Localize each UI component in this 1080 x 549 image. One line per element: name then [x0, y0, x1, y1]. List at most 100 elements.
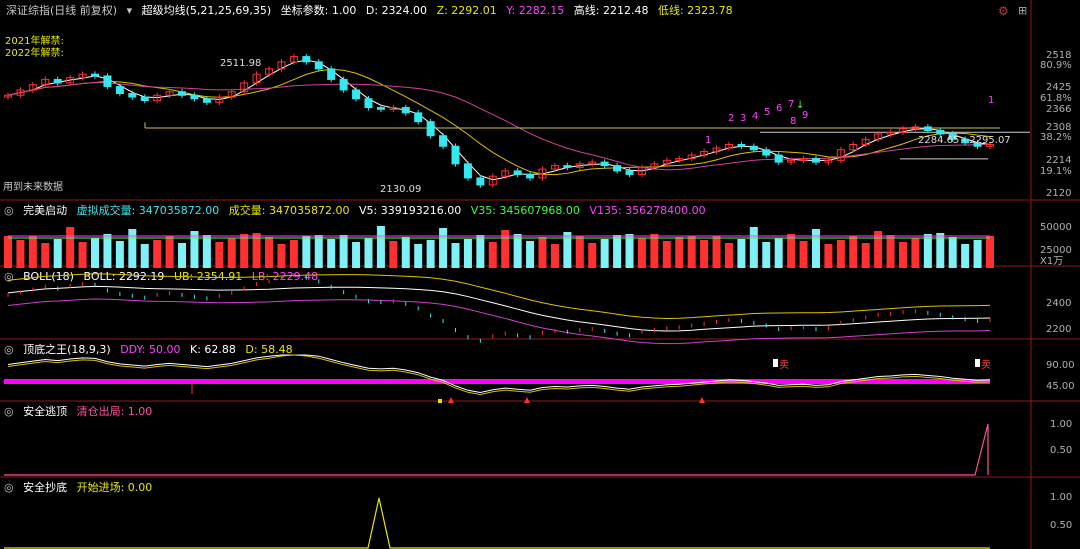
volume-bar — [811, 229, 820, 268]
candle-body — [4, 94, 12, 98]
chevron-down-icon[interactable]: ▾ — [126, 4, 133, 17]
ub-value: UB: 2354.91 — [173, 270, 243, 283]
volume-bar — [165, 236, 174, 268]
bottom-title[interactable]: 安全抄底 — [23, 481, 68, 494]
candle-body — [66, 77, 75, 84]
escape-line — [4, 423, 989, 476]
lb-value: LB: 2229.48 — [251, 270, 319, 283]
buy-triangle-icon — [524, 397, 530, 403]
volume-bar — [376, 226, 385, 268]
ma-line — [7, 68, 991, 176]
vol-title[interactable]: 完美启动 — [23, 204, 68, 217]
candle-body — [538, 168, 547, 179]
d-value: D: 2324.00 — [365, 4, 428, 17]
volume-bar — [115, 241, 124, 268]
panel-toggle-icon[interactable]: ◎ — [4, 481, 14, 494]
candle-body — [973, 142, 982, 147]
volume-bar — [799, 241, 808, 268]
candle-body — [463, 163, 472, 179]
signal-digit: 9 — [802, 110, 808, 121]
candle-body — [948, 133, 957, 140]
main-header: 深证综指(日线 前复权) ▾ 超级均线(5,21,25,69,35) 坐标参数:… — [6, 3, 739, 19]
volume-bar — [662, 241, 671, 268]
candle-body — [526, 173, 535, 179]
sell-label: 卖 — [981, 359, 991, 371]
volume-bar — [202, 235, 211, 268]
volume-bar — [327, 239, 336, 268]
volume-bar — [774, 238, 783, 268]
candle-body — [115, 85, 124, 95]
future-data-note: 用到未来数据 — [3, 182, 63, 193]
volume-bar — [252, 233, 261, 268]
candle-body — [426, 121, 435, 137]
dd-axis-ticks: 90.00 45.00 — [1046, 360, 1075, 392]
candle-body — [762, 149, 771, 156]
volume-bar — [936, 233, 945, 268]
indicator-name[interactable]: 超级均线(5,21,25,69,35) — [141, 4, 272, 17]
candle-body — [724, 144, 733, 149]
low-line-value: 低线: 2323.78 — [657, 4, 733, 17]
candle-body — [190, 94, 199, 100]
sell-marker-icon — [975, 359, 980, 367]
candle-body — [923, 126, 932, 131]
candle-body — [874, 133, 883, 140]
expand-icon[interactable]: ⊞ — [1018, 4, 1028, 17]
volume-bar — [600, 239, 609, 268]
tick-label: X1万 — [1040, 256, 1063, 267]
volume-bar — [339, 235, 348, 268]
tick-label: 1.00 — [1050, 492, 1072, 503]
candle-body — [28, 84, 37, 91]
volume-bar — [414, 244, 423, 268]
volume-bar — [240, 234, 249, 268]
candle-body — [824, 159, 833, 163]
panel-toggle-icon[interactable]: ◎ — [4, 405, 14, 418]
index-name[interactable]: 深证综指(日线 前复权) — [6, 4, 118, 17]
k-line — [7, 354, 991, 394]
tick-label: 2425 — [1046, 82, 1071, 93]
d-value-dd: D: 58.48 — [245, 343, 293, 356]
escape-header: ◎ 安全逃顶 清仓出局: 1.00 — [4, 404, 158, 420]
candle-body — [749, 145, 758, 151]
panel-toggle-icon[interactable]: ◎ — [4, 343, 14, 356]
low-price-label: 2130.09 — [380, 184, 421, 195]
volume-bar — [724, 243, 733, 268]
down-arrow-icon: ↓ — [796, 100, 804, 111]
volume-bar — [886, 235, 895, 268]
volume-bar — [538, 237, 547, 268]
volume-bar — [4, 236, 12, 268]
unlock-note-2022: 2022年解禁: — [5, 48, 64, 59]
volume-bar — [28, 236, 37, 268]
high-line-value: 高线: 2212.48 — [573, 4, 649, 17]
sell-label: 卖 — [779, 359, 789, 371]
v135-value: V135: 356278400.00 — [589, 204, 706, 217]
volume-bar — [289, 240, 298, 268]
escape-title[interactable]: 安全逃顶 — [23, 405, 68, 418]
volume-bar — [613, 235, 622, 268]
volume-bar — [849, 236, 858, 268]
candle-body — [252, 73, 261, 84]
candle-body — [227, 91, 236, 98]
candle-body — [364, 98, 373, 109]
ddy-value: DDY: 50.00 — [120, 343, 181, 356]
volume-bar — [787, 234, 796, 268]
panel-toggle-icon[interactable]: ◎ — [4, 204, 14, 217]
signal-digit: 2 — [728, 113, 734, 124]
volume-bar — [451, 243, 460, 268]
k-value: K: 62.88 — [189, 343, 236, 356]
volume-bar — [836, 240, 845, 268]
panel-toggle-icon[interactable]: ◎ — [4, 270, 14, 283]
candle-body — [352, 89, 361, 100]
y-value: Y: 2282.15 — [506, 4, 565, 17]
range-label: 2284.65 - 2295.07 — [918, 135, 1011, 146]
settings-icon[interactable]: ⚙ — [998, 4, 1009, 18]
candle-body — [774, 154, 783, 163]
candle-body — [787, 159, 796, 163]
volume-bar — [41, 243, 50, 268]
candle-body — [936, 129, 945, 135]
candle-body — [550, 165, 559, 170]
dd-title[interactable]: 顶底之王(18,9,3) — [23, 343, 111, 356]
tick-label: 90.00 — [1046, 360, 1075, 371]
signal-digit: 8 — [790, 116, 796, 127]
candle-body — [600, 161, 609, 167]
